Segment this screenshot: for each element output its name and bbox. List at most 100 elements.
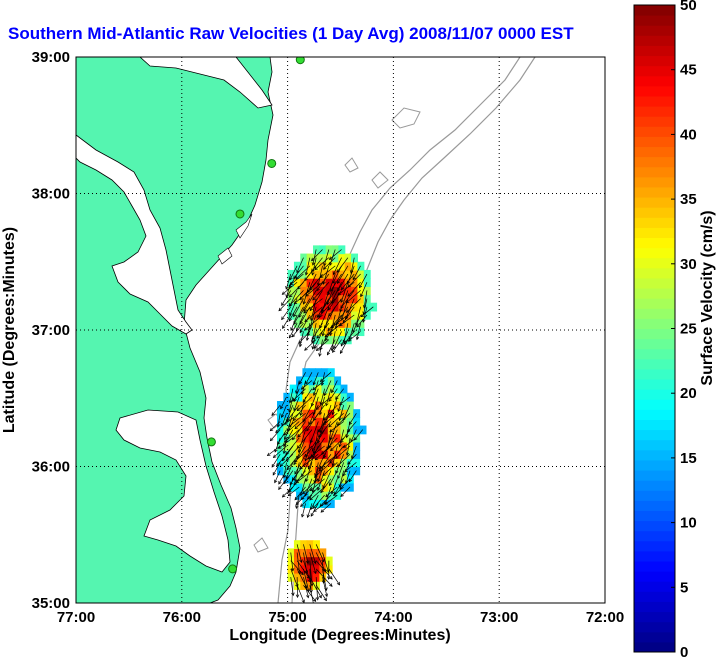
- velocity-arrow-head: [282, 450, 287, 455]
- velocity-arrow: [281, 404, 287, 418]
- velocity-arrow-head: [338, 484, 342, 488]
- velocity-cell: [344, 302, 352, 312]
- velocity-arrow-head: [318, 353, 322, 357]
- velocity-arrow: [288, 396, 294, 413]
- velocity-arrow: [327, 339, 336, 355]
- velocity-arrow-head: [347, 338, 352, 342]
- colorbar-segment: [634, 419, 675, 431]
- velocity-arrow-head: [324, 587, 328, 592]
- velocity-arrow: [291, 462, 306, 481]
- velocity-cell: [332, 261, 339, 271]
- velocity-arrow-head: [301, 513, 305, 518]
- velocity-cell: [315, 376, 323, 386]
- velocity-arrow-head: [277, 445, 282, 449]
- velocity-arrow: [343, 323, 349, 344]
- velocity-arrow-head: [304, 271, 309, 276]
- velocity-cell: [293, 319, 301, 328]
- velocity-arrow: [323, 380, 332, 396]
- velocity-arrow: [340, 486, 351, 497]
- velocity-arrow-head: [307, 456, 311, 460]
- colorbar-segment: [634, 267, 675, 279]
- velocity-cell: [300, 310, 308, 320]
- velocity-arrow: [307, 445, 325, 460]
- colorbar-segment: [634, 611, 675, 623]
- velocity-arrow: [333, 331, 342, 349]
- velocity-cell: [353, 433, 361, 443]
- velocity-cell: [346, 425, 354, 435]
- velocity-cell: [338, 294, 346, 304]
- velocity-arrow: [330, 273, 342, 292]
- velocity-cell: [338, 335, 346, 345]
- velocity-arrow: [337, 462, 345, 479]
- velocity-cell: [300, 294, 308, 304]
- velocity-cell: [334, 466, 342, 476]
- velocity-cell: [321, 441, 329, 451]
- velocity-arrow-head: [297, 286, 301, 290]
- colorbar-segment: [634, 328, 675, 340]
- colorbar-segment: [634, 207, 675, 218]
- velocity-arrow-head: [335, 455, 339, 459]
- velocity-cell: [332, 245, 339, 255]
- eastern-shore-islands: [217, 213, 253, 265]
- velocity-arrow-head: [334, 491, 338, 495]
- velocity-arrow-head: [298, 380, 303, 385]
- velocity-cell: [315, 466, 323, 476]
- velocity-arrow-head: [278, 307, 282, 312]
- velocity-arrow-head: [330, 347, 334, 352]
- velocity-arrow: [322, 470, 332, 489]
- velocity-cell: [357, 294, 365, 304]
- velocity-cell: [302, 392, 310, 402]
- velocity-arrow: [304, 306, 323, 322]
- velocity-arrow-head: [313, 479, 317, 484]
- velocity-cell: [296, 384, 304, 394]
- velocity-arrow: [315, 577, 318, 600]
- velocity-cell: [277, 441, 284, 451]
- velocity-arrow-head: [285, 457, 290, 462]
- velocity-arrow: [289, 265, 298, 280]
- velocity-cell: [287, 310, 295, 320]
- pamlico-sound: [115, 409, 231, 573]
- velocity-arrow-head: [358, 284, 363, 289]
- velocity-cell: [289, 425, 297, 435]
- velocity-arrow: [307, 273, 317, 293]
- velocity-cell: [300, 278, 308, 287]
- velocity-arrow-head: [336, 581, 341, 586]
- velocity-cell: [346, 441, 354, 451]
- velocity-cell: [306, 253, 314, 263]
- velocity-cell: [319, 253, 327, 263]
- velocity-arrow: [293, 265, 304, 279]
- velocity-arrow: [304, 314, 323, 331]
- velocity-arrow-head: [329, 436, 333, 441]
- velocity-arrow: [271, 404, 281, 416]
- velocity-arrow: [281, 306, 292, 320]
- velocity-arrow: [315, 560, 333, 580]
- colorbar-segment: [634, 470, 675, 481]
- velocity-cell: [289, 400, 297, 410]
- velocity-arrow-head: [295, 505, 299, 509]
- velocity-cell: [283, 400, 291, 410]
- velocity-cell: [351, 253, 359, 263]
- velocity-cell: [315, 491, 323, 500]
- colorbar-segment: [634, 631, 675, 643]
- velocity-cell: [351, 310, 359, 320]
- velocity-cell: [351, 261, 359, 271]
- velocity-cell: [344, 253, 352, 263]
- velocity-arrow: [274, 437, 281, 453]
- velocity-arrow-head: [275, 429, 279, 434]
- velocity-arrow-head: [309, 307, 313, 312]
- velocity-cell: [315, 384, 323, 394]
- velocity-arrow: [313, 372, 319, 385]
- velocity-arrow-head: [286, 466, 290, 471]
- velocity-arrow: [290, 577, 294, 596]
- velocity-arrow-head: [346, 280, 351, 285]
- velocity-arrow: [307, 314, 317, 336]
- velocity-arrow-head: [288, 303, 293, 307]
- velocity-arrow-head: [283, 432, 287, 436]
- velocity-arrow: [320, 388, 325, 405]
- velocity-cell: [293, 310, 301, 320]
- velocity-arrow-head: [315, 597, 320, 601]
- colorbar-segment: [634, 25, 675, 36]
- colorbar-segment: [634, 399, 675, 410]
- radar-station-marker: [235, 209, 245, 219]
- velocity-vectors: [266, 249, 374, 603]
